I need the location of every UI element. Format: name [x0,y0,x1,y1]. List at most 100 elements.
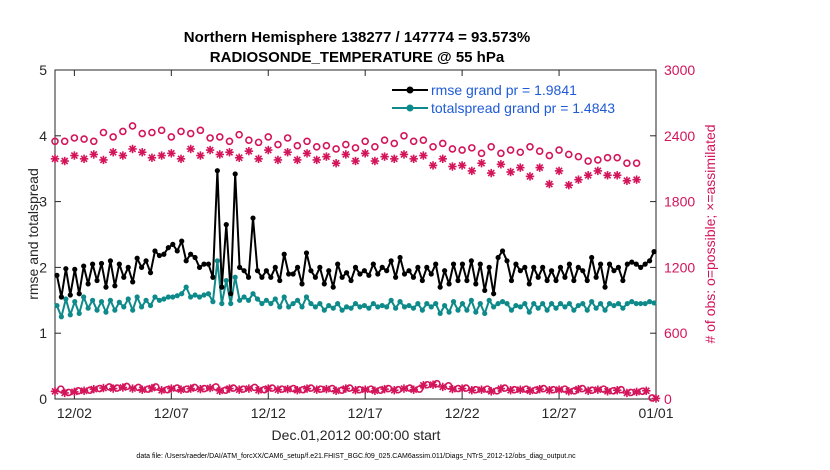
obs-assimilated-point [283,384,292,394]
totalspread-point [450,299,457,305]
rmse-point [557,264,564,270]
totalspread-point [548,300,555,307]
obs-assimilated-point [264,145,273,155]
rmse-point [450,261,457,267]
totalspread-point [321,307,327,313]
totalspread-point [174,293,180,299]
rmse-point [286,271,292,277]
rmse-point [321,281,327,287]
totalspread-point [419,307,425,313]
totalspread-point [437,310,443,317]
rmse-point [540,264,546,270]
totalspread-point [624,300,630,307]
obs-assimilated-point [603,171,612,180]
rmse-point [201,261,207,267]
x-tick-label: 12/12 [251,405,286,421]
obs-possible-point [51,137,59,146]
obs-series-1 [51,122,641,168]
obs-assimilated-point [419,381,428,390]
obs-assimilated-point [622,388,632,398]
obs-possible-point [186,129,195,138]
obs-assimilated-point [147,153,157,162]
legend-rmse-marker [406,86,414,94]
obs-possible-point [293,141,302,150]
rmse-point [593,274,599,280]
totalspread-point [192,292,198,298]
rmse-point [335,261,341,267]
obs-assimilated-point [574,384,583,394]
data-file-footnote: data file: /Users/raeder/DAI/ATM_forcXX/… [136,453,576,460]
obs-assimilated-point [545,386,554,395]
totalspread-point [517,304,523,310]
totalspread-point [268,300,274,307]
totalspread-point [98,299,105,305]
obs-assimilated-point [448,384,457,394]
obs-assimilated-point [632,387,641,397]
totalspread-point [170,294,176,300]
rmse-point [192,254,198,261]
totalspread-point [112,307,118,313]
rmse-point [401,271,408,277]
totalspread-point [352,300,359,307]
obs-possible-point [574,152,583,161]
totalspread-point [397,299,403,305]
rmse-point [121,274,127,280]
rmse-point [72,266,78,272]
obs-assimilated-point [234,153,244,162]
rmse-point [188,251,194,257]
obs-assimilated-point [583,386,593,395]
totalspread-point [67,312,73,318]
rmse-point [651,249,657,255]
rmse-point [281,251,287,257]
totalspread-point [424,300,430,307]
obs-possible-point [380,136,389,144]
rmse-point [183,258,189,264]
obs-assimilated-point [157,151,166,160]
obs-assimilated-point [516,163,525,172]
obs-assimilated-point [622,176,632,185]
obs-assimilated-point [409,154,418,164]
obs-assimilated-point [613,171,622,180]
right-tick-label: 1800 [664,194,695,210]
rmse-point [491,291,497,297]
obs-assimilated-point [438,382,447,392]
totalspread-point [401,304,408,310]
rmse-point [464,277,470,284]
obs-possible-point [196,126,205,135]
totalspread-point [468,297,474,303]
totalspread-point [343,304,350,310]
obs-assimilated-point [554,385,564,394]
totalspread-point [566,300,572,307]
totalspread-point [308,300,314,307]
totalspread-series [54,258,657,320]
obs-possible-point [351,144,360,152]
totalspread-point [63,296,69,302]
obs-assimilated-point [215,386,224,395]
totalspread-point [348,305,354,311]
totalspread-point [504,300,510,307]
totalspread-point [147,302,154,309]
totalspread-point [433,300,439,307]
obs-assimilated-point [613,386,622,395]
x-axis-ticks: 12/02 12/07 12/12 12/17 12/22 12/27 01/01 [57,70,674,421]
obs-assimilated-point [157,386,166,395]
right-tick-label: 1200 [664,259,695,275]
obs-assimilated-point [70,151,79,160]
totalspread-point [584,307,590,313]
obs-assimilated-point [128,384,137,393]
obs-assimilated-point [254,386,263,395]
rmse-point [303,250,310,256]
totalspread-point [513,302,519,309]
totalspread-point [410,305,417,311]
rmse-point [143,258,149,264]
totalspread-point [526,309,532,315]
obs-assimilated-point [283,148,292,157]
obs-assimilated-point [176,154,186,164]
obs-assimilated-point [128,144,137,154]
left-tick-label: 2 [39,259,47,275]
rmse-point [419,277,425,284]
obs-assimilated-point [564,180,573,190]
totalspread-point [553,305,559,311]
obs-assimilated-point [205,145,215,155]
